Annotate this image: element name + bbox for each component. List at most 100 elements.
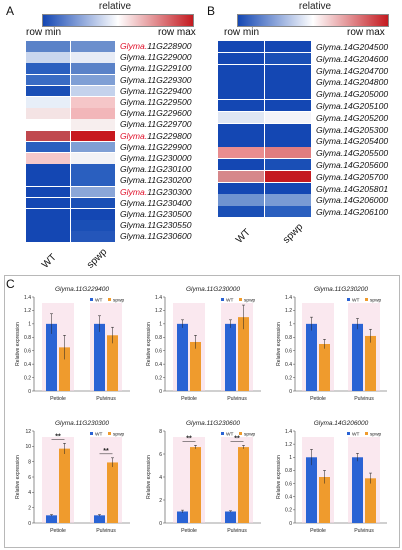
heatmap-b-gene-label: Glyma.14G205400 — [316, 136, 389, 147]
legend-label-wt: WT — [95, 298, 103, 304]
heatmap-b-gene-label: Glyma.14G205801 — [316, 183, 389, 194]
y-tick-label: 0.2 — [24, 375, 31, 381]
y-tick-label: 0 — [159, 521, 162, 527]
heatmap-b-cell — [218, 182, 264, 194]
y-tick-label: 1 — [28, 322, 31, 328]
heatmap-a-cell — [71, 74, 115, 86]
y-tick-label: 0.6 — [285, 349, 292, 355]
colorbar-min-a: row min — [26, 27, 62, 38]
significance-mark: ** — [186, 435, 192, 442]
heatmap-a-gene-label: Glyma.11G229300 — [120, 74, 192, 85]
legend-label-wt: WT — [95, 432, 103, 438]
heatmap-a-gene-label: Glyma.11G229900 — [120, 141, 192, 152]
heatmap-a-cell — [71, 164, 115, 175]
y-tick-label: 2 — [28, 505, 31, 511]
heatmap-b-cell — [265, 88, 311, 100]
heatmap-a-cell — [71, 197, 115, 209]
y-tick-label: 0.8 — [24, 335, 31, 341]
bar-spwp — [319, 344, 330, 391]
heatmap-a-gene-label: Glyma.11G229700 — [120, 119, 192, 130]
heatmap-b-cell — [265, 170, 311, 182]
heatmap-a-cell — [26, 197, 70, 209]
heatmap-b-cell — [218, 159, 264, 171]
y-tick-label: 6 — [159, 452, 162, 458]
bar-spwp — [59, 448, 70, 523]
panel-label-a: A — [6, 4, 15, 18]
y-axis-label: Relative expression — [276, 322, 282, 366]
heatmap-a-cell — [71, 97, 115, 108]
y-tick-label: 8 — [28, 459, 31, 465]
y-tick-label: 8 — [159, 429, 162, 435]
heatmap-b-cell — [218, 147, 264, 159]
heatmap-b-gene-label: Glyma.14G205600 — [316, 160, 389, 170]
legend-label-spwp: spwp — [113, 433, 125, 438]
y-tick-label: 0.6 — [285, 481, 292, 487]
heatmap-b-cell — [265, 182, 311, 194]
y-tick-label: 0.4 — [285, 362, 292, 368]
heatmap-a-gene-label: Glyma.11G230100 — [120, 164, 192, 175]
heatmap-b-cell — [218, 64, 264, 76]
heatmap-a-gene-label: Glyma.11G230300 — [120, 186, 192, 197]
heatmap-a-cell — [71, 85, 115, 97]
heatmap-b-cell — [218, 170, 264, 182]
legend-label-wt: WT — [226, 298, 234, 304]
heatmap-a-gene-label: Glyma.11G230500 — [120, 209, 192, 219]
bar-spwp — [365, 478, 376, 523]
heatmap-a-gene-label: Glyma.11G229100 — [120, 63, 192, 74]
heatmap-a-cell — [71, 108, 115, 119]
colorbar-b — [237, 14, 389, 27]
heatmap-b-cell — [218, 88, 264, 100]
bar-spwp — [238, 447, 249, 523]
heatmap-a-cell — [71, 186, 115, 198]
y-tick-label: 4 — [159, 475, 162, 481]
y-tick-label: 2 — [159, 498, 162, 504]
heatmap-b-cell — [265, 100, 311, 112]
legend-label-wt: WT — [352, 432, 360, 438]
x-tick-label: Pulvinus — [227, 528, 247, 534]
chart-title: Glyma.11G230200 — [314, 286, 368, 293]
chart-title: Glyma.11G230300 — [55, 420, 109, 427]
y-axis-label: Relative expression — [146, 455, 152, 499]
heatmap-a-gene-label: Glyma.11G230200 — [120, 175, 192, 186]
heatmap-a-cell — [26, 186, 70, 198]
heatmap-a-cell — [71, 41, 115, 52]
x-tick-label: Petiole — [310, 396, 326, 402]
y-tick-label: 0 — [28, 389, 31, 395]
chart-title: Glyma.11G230600 — [186, 420, 240, 427]
heatmap-b-cell — [265, 206, 311, 218]
x-tick-label: Pulvinus — [354, 528, 374, 534]
y-tick-label: 1.2 — [285, 442, 292, 448]
heatmap-a-cell — [26, 85, 70, 97]
y-tick-label: 0.2 — [285, 508, 292, 514]
heatmap-b-cell — [265, 76, 311, 88]
bar-wt — [306, 323, 317, 391]
heatmap-a-gene-label: Glyma.11G229800 — [120, 130, 192, 141]
x-tick-label: Petiole — [50, 396, 66, 402]
y-tick-label: 1 — [289, 322, 292, 328]
heatmap-a-gene-label: Glyma.11G229400 — [120, 85, 192, 96]
heatmap-a-gene-label: Glyma.11G230550 — [120, 220, 192, 231]
y-tick-label: 6 — [28, 475, 31, 481]
bar-wt — [94, 515, 105, 523]
x-tick-label: Petiole — [310, 528, 326, 534]
x-tick-label: Pulvinus — [96, 396, 116, 402]
heatmap-a-cell — [71, 153, 115, 164]
y-tick-label: 1.2 — [24, 308, 31, 314]
heatmap-a-cell — [26, 164, 70, 175]
heatmap-a-gene-label: Glyma.11G230000 — [120, 153, 192, 163]
heatmap-a-cell — [26, 153, 70, 164]
heatmap-a-cell — [71, 52, 115, 63]
y-tick-label: 1 — [159, 322, 162, 328]
bar-wt — [306, 457, 317, 523]
heatmap-b-cell — [218, 41, 264, 53]
y-tick-label: 1.2 — [285, 308, 292, 314]
legend-swatch-spwp — [108, 432, 111, 435]
heatmap-b-gene-label: Glyma.14G205300 — [316, 124, 389, 135]
bar-spwp — [238, 317, 249, 391]
bar-wt — [177, 511, 188, 523]
heatmap-a-cell — [71, 175, 115, 186]
bar-spwp — [190, 447, 201, 523]
y-tick-label: 0.8 — [155, 335, 162, 341]
legend-swatch-spwp — [239, 298, 242, 301]
